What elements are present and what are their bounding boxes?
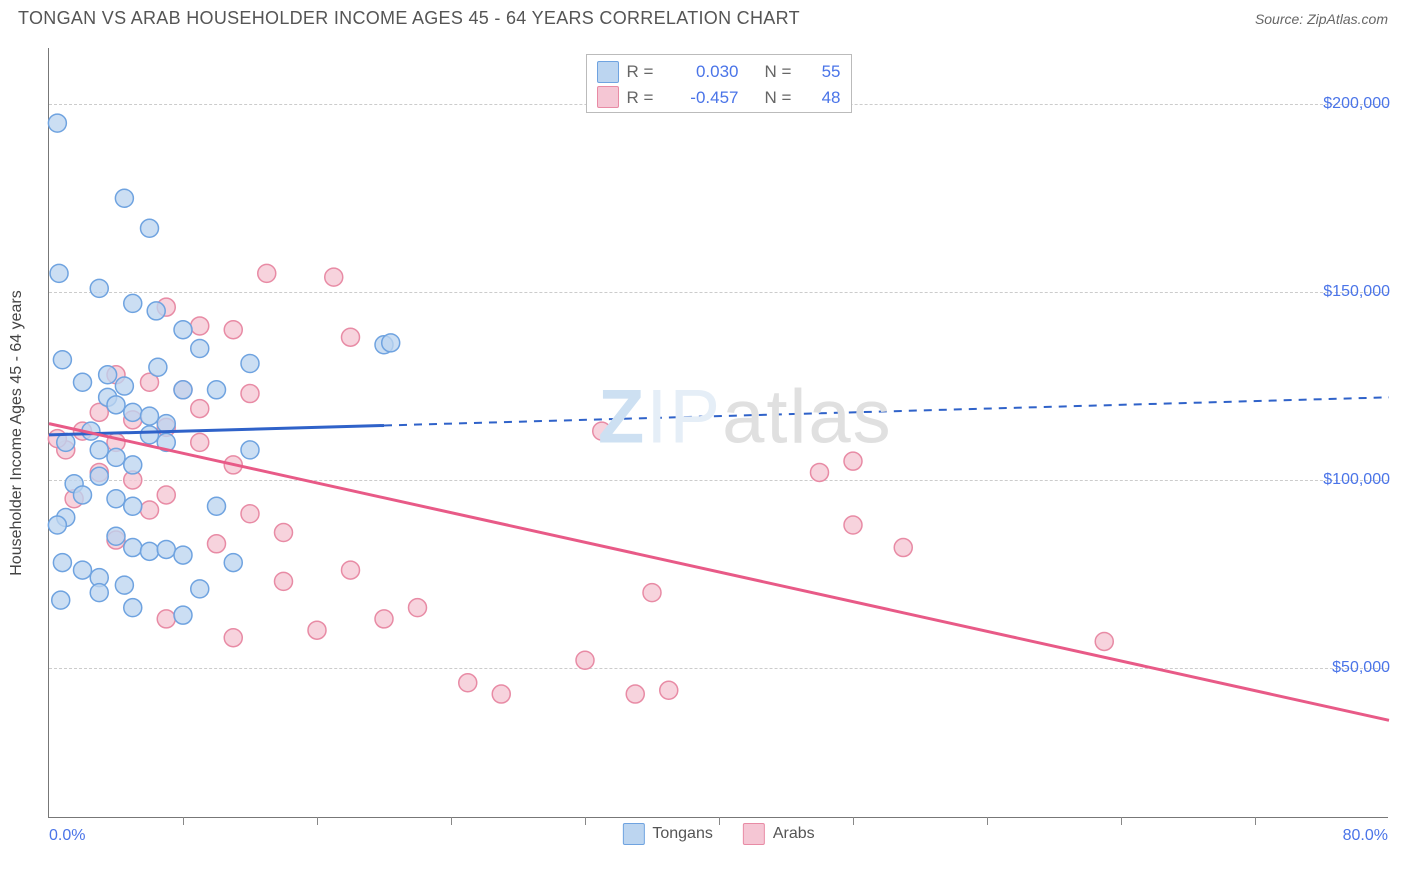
r-label: R = <box>627 59 661 85</box>
legend-stats-box: R = 0.030 N = 55 R = -0.457 N = 48 <box>586 54 852 113</box>
scatter-plot <box>49 48 1388 817</box>
n-label: N = <box>765 59 799 85</box>
x-axis-tick <box>1121 817 1122 825</box>
legend-stats-row: R = -0.457 N = 48 <box>597 85 841 111</box>
x-axis-tick <box>451 817 452 825</box>
y-axis-title: Householder Income Ages 45 - 64 years <box>8 290 26 576</box>
legend-stats-row: R = 0.030 N = 55 <box>597 59 841 85</box>
legend-item: Tongans <box>622 823 713 845</box>
x-axis-tick <box>183 817 184 825</box>
n-value: 55 <box>807 59 841 85</box>
legend-swatch-icon <box>597 86 619 108</box>
legend-bottom: Tongans Arabs <box>622 823 814 845</box>
n-label: N = <box>765 85 799 111</box>
x-axis-min-label: 0.0% <box>49 827 85 845</box>
legend-label: Arabs <box>773 825 815 843</box>
r-label: R = <box>627 85 661 111</box>
legend-swatch-icon <box>622 823 644 845</box>
x-axis-max-label: 80.0% <box>1343 827 1388 845</box>
x-axis-tick <box>317 817 318 825</box>
legend-item: Arabs <box>743 823 815 845</box>
legend-label: Tongans <box>652 825 713 843</box>
legend-swatch-icon <box>743 823 765 845</box>
x-axis-tick <box>585 817 586 825</box>
legend-swatch-icon <box>597 61 619 83</box>
x-axis-tick <box>1255 817 1256 825</box>
x-axis-tick <box>987 817 988 825</box>
r-value: -0.457 <box>669 85 739 111</box>
source-text: Source: ZipAtlas.com <box>1255 11 1388 27</box>
chart-title: TONGAN VS ARAB HOUSEHOLDER INCOME AGES 4… <box>18 8 800 29</box>
r-value: 0.030 <box>669 59 739 85</box>
x-axis-tick <box>853 817 854 825</box>
chart-area: Householder Income Ages 45 - 64 years $5… <box>48 48 1388 818</box>
n-value: 48 <box>807 85 841 111</box>
